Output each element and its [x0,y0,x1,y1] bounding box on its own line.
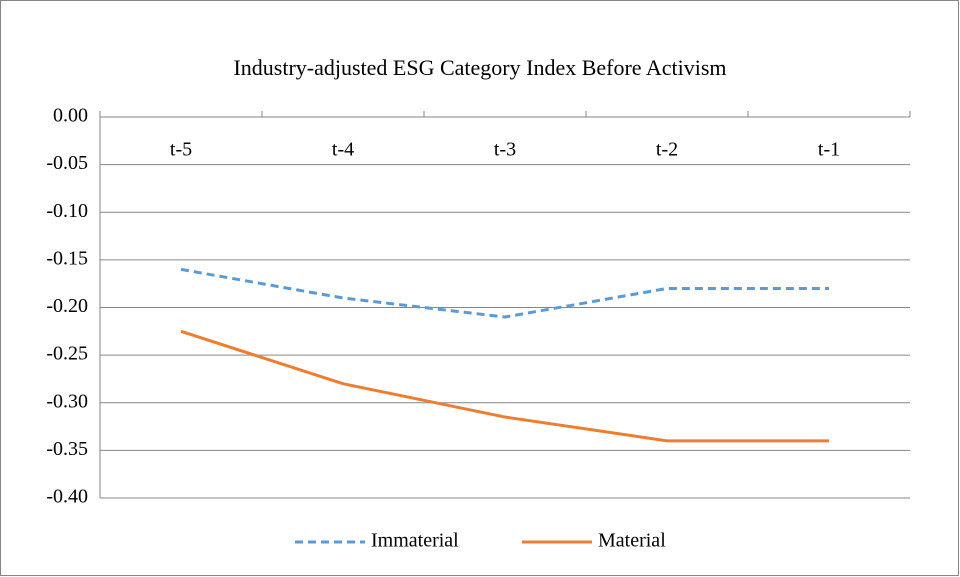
y-tick-label: -0.10 [46,200,88,222]
x-tick-label: t-4 [332,139,354,161]
y-tick-label: -0.40 [46,486,88,508]
x-tick-label: t-5 [170,139,192,161]
y-tick-label: -0.35 [46,438,88,460]
y-tick-label: -0.05 [46,152,88,174]
y-tick-label: 0.00 [53,105,88,127]
legend-label: Immaterial [371,530,459,552]
x-tick-label: t-1 [818,139,840,161]
y-tick-label: -0.20 [46,295,88,317]
y-tick-label: -0.25 [46,343,88,365]
y-tick-label: -0.30 [46,390,88,412]
series-line [180,329,829,443]
series-line [180,267,829,319]
legend-label: Material [598,530,666,552]
x-tick-label: t-2 [656,139,678,161]
x-tick-label: t-3 [494,139,516,161]
y-tick-label: -0.15 [46,247,88,269]
chart-title: Industry-adjusted ESG Category Index Bef… [233,55,726,80]
